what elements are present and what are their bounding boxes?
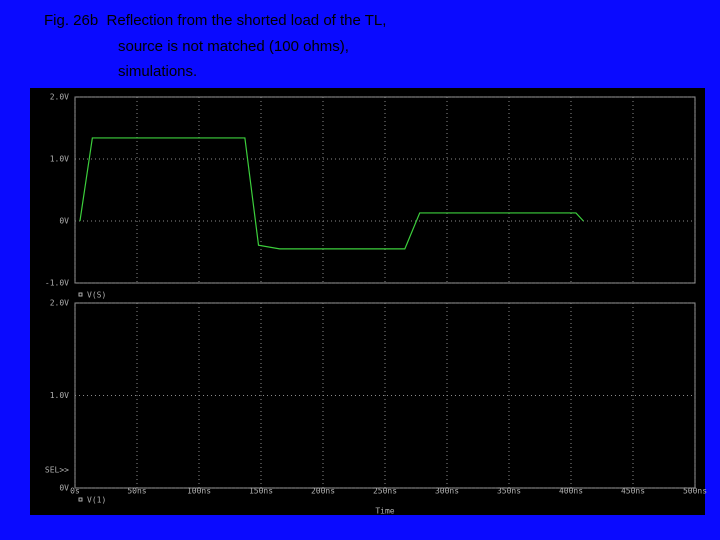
caption-line: Fig. 26b Reflection from the shorted loa… [44,12,387,29]
y-tick-label: 2.0V [50,299,69,308]
x-tick-label: 50ns [127,487,146,496]
x-tick-label: 450ns [621,487,645,496]
x-tick-label: 150ns [249,487,273,496]
caption-line: source is not matched (100 ohms), [118,38,349,55]
legend-symbol [78,497,83,502]
trace [79,137,584,250]
y-tick-label: 1.0V [50,391,69,400]
y-tick-label: 0V [59,484,69,493]
y-tick-label: 2.0V [50,93,69,102]
selection-marker: SEL>> [45,466,69,475]
x-tick-label: 400ns [559,487,583,496]
x-axis-label: Time [375,507,394,516]
legend-entry: V(1) [87,496,106,505]
x-tick-label: 350ns [497,487,521,496]
legend-entry: V(S) [87,291,106,300]
x-tick-label: 200ns [311,487,335,496]
x-tick-label: 250ns [373,487,397,496]
legend-symbol [78,292,83,297]
caption-line: simulations. [118,63,198,80]
y-tick-label: 0V [59,217,69,226]
y-tick-label: 1.0V [50,155,69,164]
x-tick-label: 100ns [187,487,211,496]
x-tick-label: 300ns [435,487,459,496]
y-tick-label: -1.0V [45,279,69,288]
x-tick-label: 0s [70,487,80,496]
plot-background [30,88,705,515]
x-tick-label: 500ns [683,487,707,496]
